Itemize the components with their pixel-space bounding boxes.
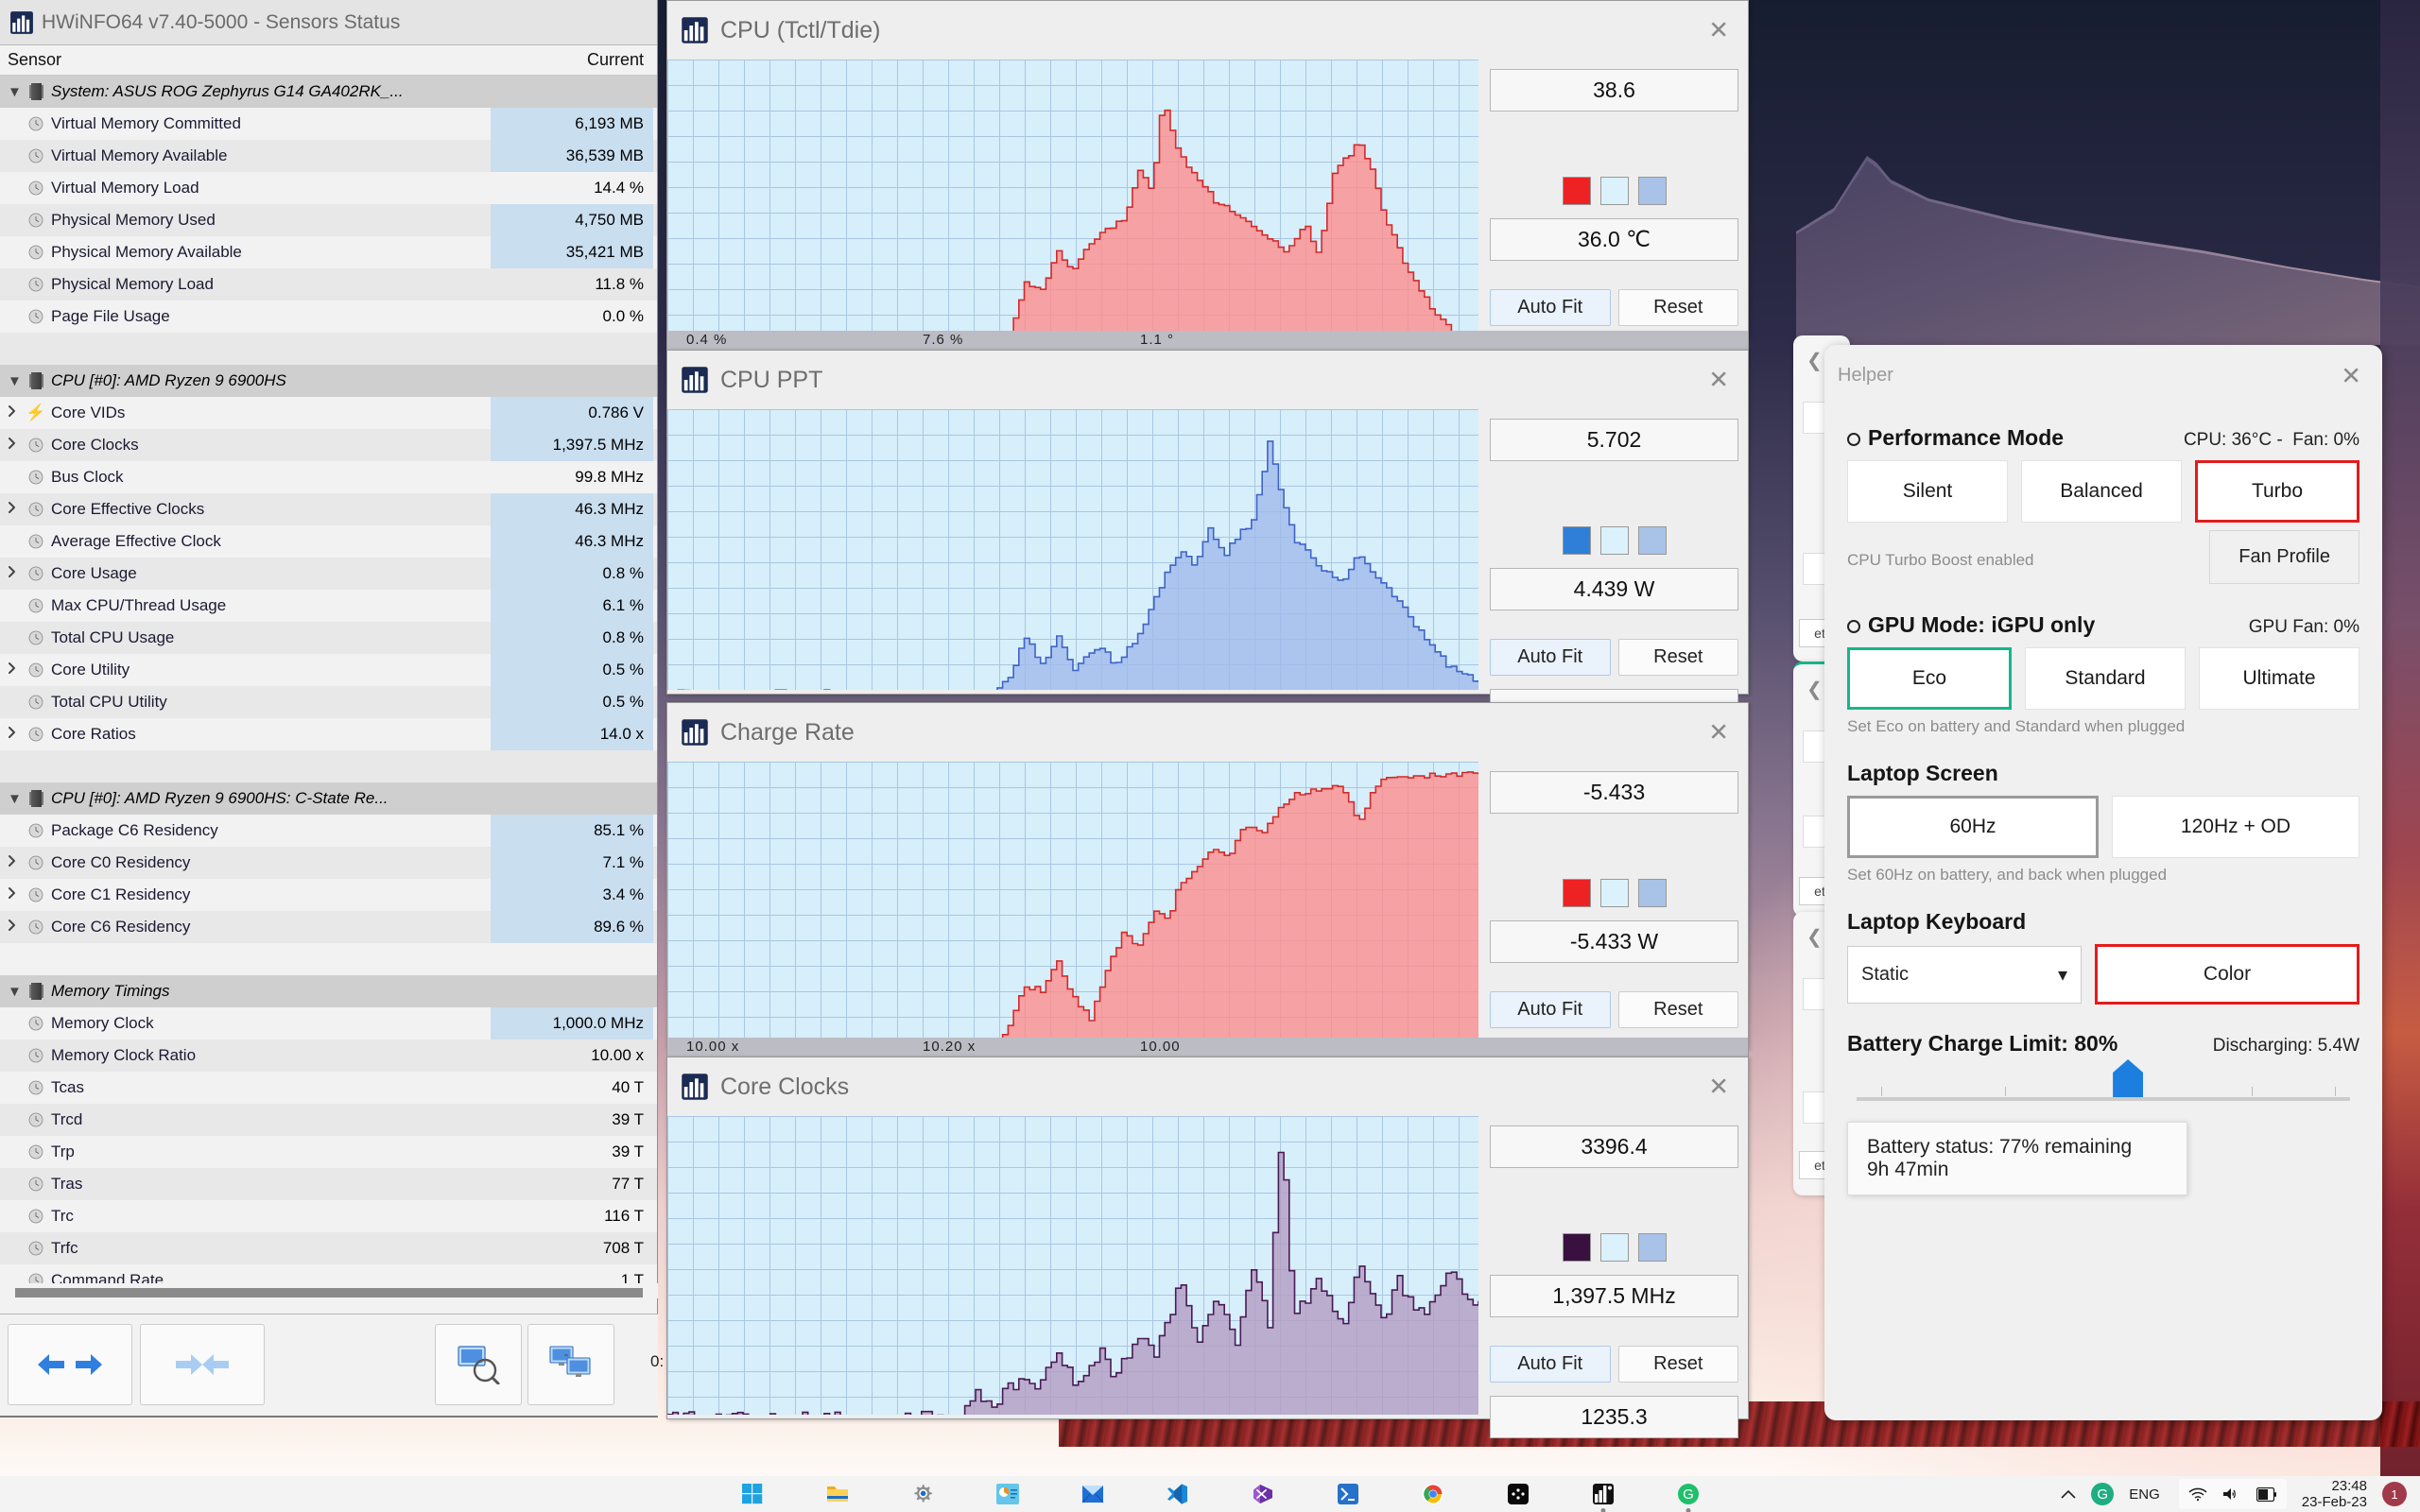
svg-text:G: G	[1683, 1486, 1694, 1503]
